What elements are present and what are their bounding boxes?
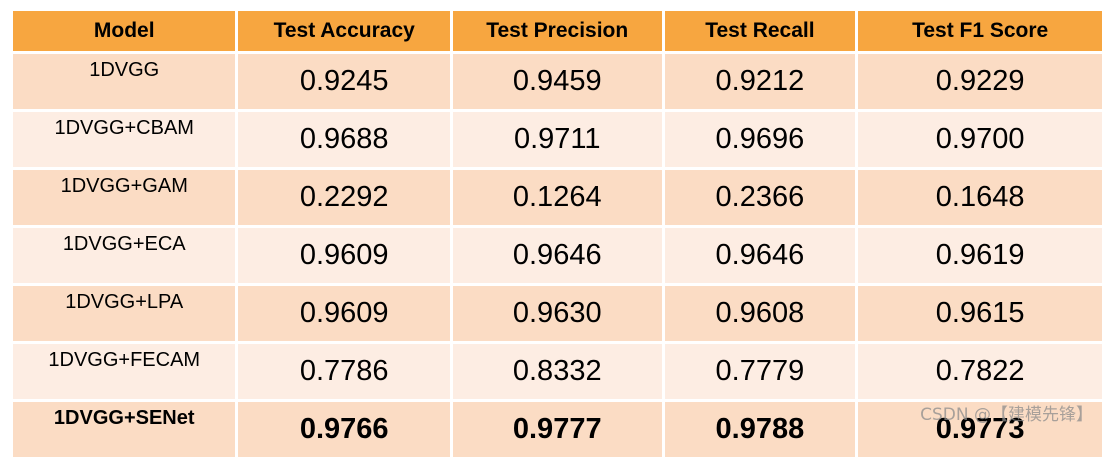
header-model: Model <box>13 11 236 51</box>
precision-cell: 0.9630 <box>452 286 662 341</box>
table-row: 1DVGG+CBAM 0.9688 0.9711 0.9696 0.9700 <box>13 112 1102 167</box>
recall-cell: 0.9696 <box>664 112 856 167</box>
precision-cell: 0.8332 <box>452 344 662 399</box>
precision-cell: 0.9459 <box>452 54 662 109</box>
model-name-cell: 1DVGG+SENet <box>13 402 236 457</box>
f1-cell: 0.9700 <box>858 112 1102 167</box>
accuracy-cell: 0.9766 <box>238 402 450 457</box>
precision-cell: 0.9711 <box>452 112 662 167</box>
model-name-cell: 1DVGG <box>13 54 236 109</box>
table-header-row: Model Test Accuracy Test Precision Test … <box>13 11 1102 51</box>
table-row: 1DVGG+GAM 0.2292 0.1264 0.2366 0.1648 <box>13 170 1102 225</box>
model-name-cell: 1DVGG+FECAM <box>13 344 236 399</box>
accuracy-cell: 0.2292 <box>238 170 450 225</box>
recall-cell: 0.9646 <box>664 228 856 283</box>
accuracy-cell: 0.9609 <box>238 228 450 283</box>
header-test-precision: Test Precision <box>452 11 662 51</box>
recall-cell: 0.9788 <box>664 402 856 457</box>
recall-cell: 0.9212 <box>664 54 856 109</box>
table-row: 1DVGG 0.9245 0.9459 0.9212 0.9229 <box>13 54 1102 109</box>
table-row: 1DVGG+LPA 0.9609 0.9630 0.9608 0.9615 <box>13 286 1102 341</box>
f1-cell: 0.9615 <box>858 286 1102 341</box>
header-test-f1-score: Test F1 Score <box>858 11 1102 51</box>
recall-cell: 0.9608 <box>664 286 856 341</box>
accuracy-cell: 0.9609 <box>238 286 450 341</box>
results-table: Model Test Accuracy Test Precision Test … <box>10 8 1105 460</box>
watermark: CSDN @【建模先锋】 <box>920 405 1093 425</box>
f1-cell: 0.1648 <box>858 170 1102 225</box>
header-test-recall: Test Recall <box>664 11 856 51</box>
model-name-cell: 1DVGG+LPA <box>13 286 236 341</box>
precision-cell: 0.1264 <box>452 170 662 225</box>
f1-cell: 0.9229 <box>858 54 1102 109</box>
model-name-cell: 1DVGG+CBAM <box>13 112 236 167</box>
precision-cell: 0.9777 <box>452 402 662 457</box>
accuracy-cell: 0.7786 <box>238 344 450 399</box>
recall-cell: 0.7779 <box>664 344 856 399</box>
recall-cell: 0.2366 <box>664 170 856 225</box>
accuracy-cell: 0.9688 <box>238 112 450 167</box>
f1-cell: 0.7822 <box>858 344 1102 399</box>
header-test-accuracy: Test Accuracy <box>238 11 450 51</box>
precision-cell: 0.9646 <box>452 228 662 283</box>
model-name-cell: 1DVGG+ECA <box>13 228 236 283</box>
table-row: 1DVGG+ECA 0.9609 0.9646 0.9646 0.9619 <box>13 228 1102 283</box>
table-row: 1DVGG+FECAM 0.7786 0.8332 0.7779 0.7822 <box>13 344 1102 399</box>
f1-cell: 0.9619 <box>858 228 1102 283</box>
model-name-cell: 1DVGG+GAM <box>13 170 236 225</box>
accuracy-cell: 0.9245 <box>238 54 450 109</box>
